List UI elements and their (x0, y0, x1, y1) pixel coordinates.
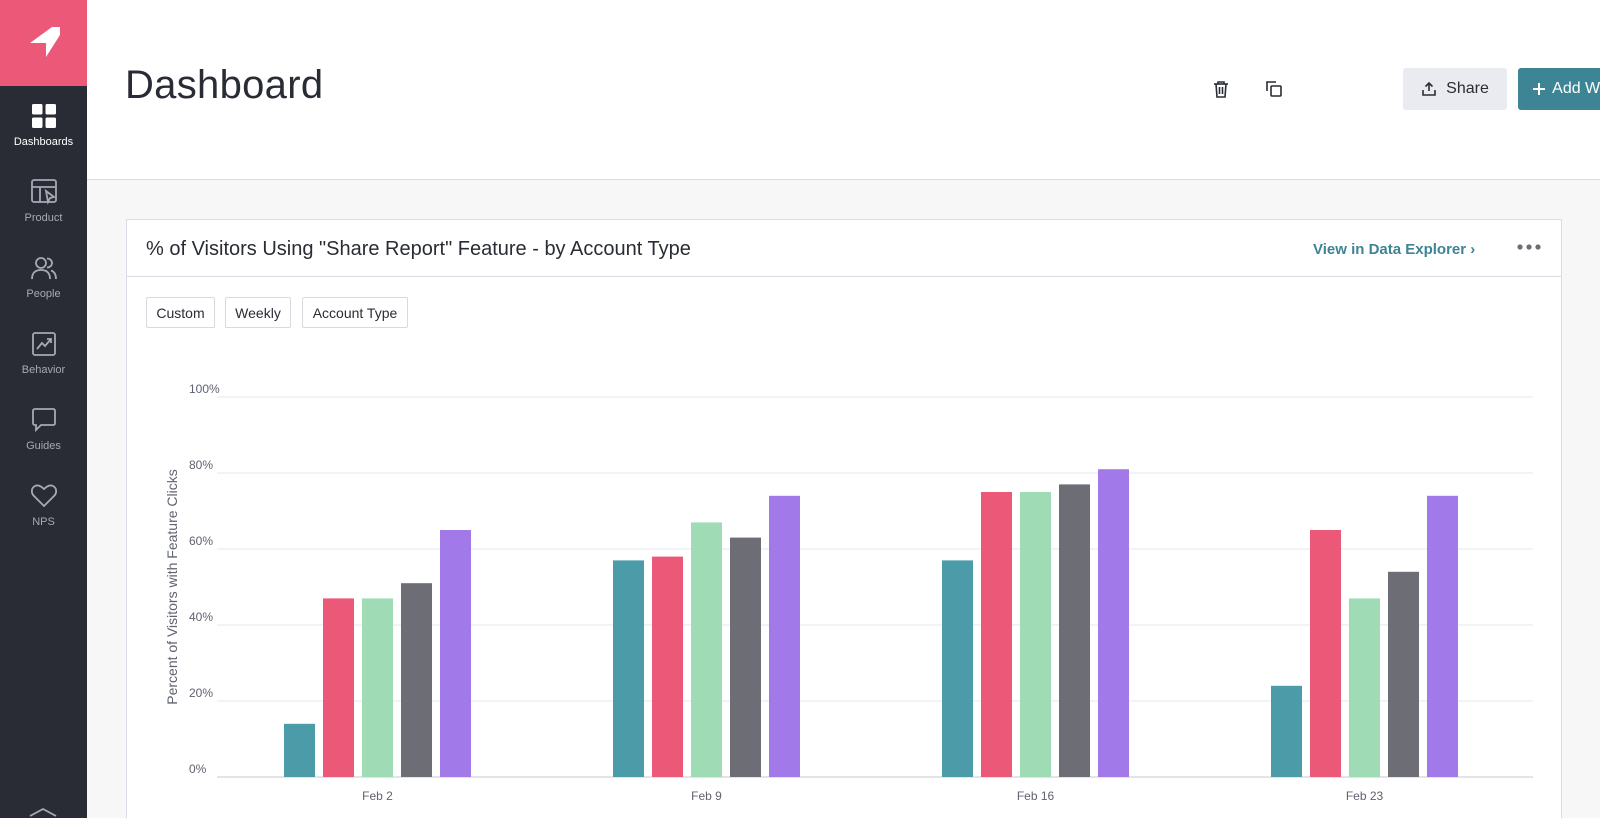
more-options-button[interactable] (1515, 235, 1543, 259)
grid-icon (29, 101, 59, 131)
duplicate-button[interactable] (1259, 74, 1289, 104)
x-tick-label: Feb 16 (1017, 789, 1055, 803)
behavior-icon (29, 329, 59, 359)
y-tick-label: 100% (189, 382, 220, 396)
bar (440, 530, 471, 777)
bar (1427, 495, 1458, 777)
view-in-data-explorer-link[interactable]: View in Data Explorer › (1313, 241, 1476, 258)
bar (981, 492, 1012, 777)
sidebar-item-label: Dashboards (13, 135, 74, 148)
bar (401, 583, 432, 777)
bar (691, 522, 722, 777)
bar (323, 598, 354, 777)
plus-icon (1533, 83, 1546, 95)
logo-icon (29, 27, 60, 57)
y-tick-label: 20% (189, 686, 213, 700)
bar (613, 560, 644, 777)
sidebar-item-guides[interactable]: Guides (0, 390, 87, 466)
chart-widget: % of Visitors Using "Share Report" Featu… (126, 219, 1562, 818)
bar (942, 560, 973, 777)
page-header: Dashboard Share Add Widget (87, 0, 1600, 180)
y-axis-title: Percent of Visitors with Feature Clicks (164, 469, 180, 705)
sidebar-item-behavior[interactable]: Behavior (0, 314, 87, 390)
sidebar-item-label: Product (24, 211, 63, 224)
sidebar-item-product[interactable]: Product (0, 162, 87, 238)
bar (1388, 571, 1419, 777)
app-logo[interactable] (0, 0, 87, 86)
x-tick-label: Feb 2 (362, 789, 393, 803)
page-title: Dashboard (125, 63, 324, 107)
sidebar-item-dashboards[interactable]: Dashboards (0, 86, 87, 162)
y-tick-label: 40% (189, 610, 213, 624)
guides-icon (29, 405, 59, 435)
share-button-label: Share (1446, 80, 1489, 97)
y-tick-label: 60% (189, 534, 213, 548)
delete-button[interactable] (1206, 74, 1236, 104)
filter-segment[interactable]: Account Type (302, 297, 408, 328)
sidebar-item-people[interactable]: People (0, 238, 87, 314)
settings-icon[interactable] (26, 806, 60, 818)
filter-interval[interactable]: Weekly (225, 297, 291, 328)
bar (1020, 492, 1051, 777)
filter-date-range[interactable]: Custom (146, 297, 215, 328)
sidebar-item-label: Guides (26, 439, 61, 452)
bar (1349, 598, 1380, 777)
bar (769, 495, 800, 777)
sidebar-item-label: Behavior (21, 363, 66, 376)
product-icon (29, 177, 59, 207)
y-tick-label: 0% (189, 762, 207, 776)
sidebar-item-label: People (26, 287, 61, 300)
add-widget-label: Add Widget (1552, 80, 1600, 97)
bar (1098, 469, 1129, 777)
people-icon (29, 253, 59, 283)
bar-chart: 0% 20% 40% 60% 80% 100% Percent of Visitors wi… (164, 382, 1533, 803)
ellipsis-icon (1517, 244, 1541, 250)
sidebar-item-nps[interactable]: NPS (0, 466, 87, 542)
x-tick-label: Feb 23 (1346, 789, 1384, 803)
bar (1271, 685, 1302, 777)
sidebar: Dashboards Product People (0, 0, 87, 818)
share-icon (1422, 81, 1436, 96)
copy-icon (1266, 81, 1282, 97)
bar (730, 537, 761, 777)
trash-icon (1214, 81, 1228, 98)
bar (284, 723, 315, 777)
x-tick-label: Feb 9 (691, 789, 722, 803)
bar (1059, 484, 1090, 777)
y-tick-label: 80% (189, 458, 213, 472)
add-widget-button[interactable]: Add Widget (1518, 68, 1600, 110)
bar (362, 598, 393, 777)
sidebar-item-label: NPS (32, 515, 55, 528)
widget-title: % of Visitors Using "Share Report" Featu… (146, 238, 691, 260)
bar (1310, 530, 1341, 777)
bar (652, 556, 683, 777)
share-button[interactable]: Share (1403, 68, 1507, 110)
heart-icon (29, 481, 59, 511)
widget-header: % of Visitors Using "Share Report" Featu… (127, 220, 1561, 277)
